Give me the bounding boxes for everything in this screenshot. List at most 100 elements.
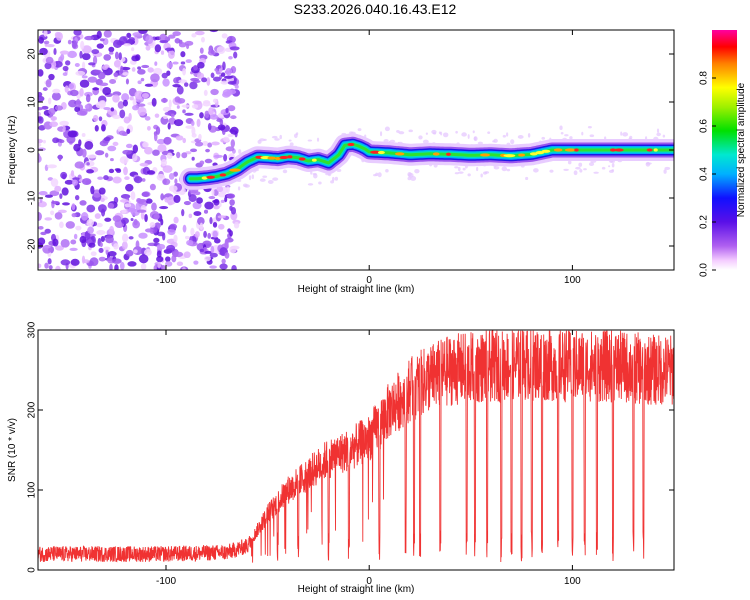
faint-speckle <box>601 166 606 170</box>
noise-blob <box>146 170 156 175</box>
ridge-hotspot <box>553 148 563 152</box>
noise-blob <box>182 224 187 233</box>
noise-blob <box>224 75 234 79</box>
noise-blob <box>47 258 52 265</box>
noise-blob <box>79 235 87 244</box>
noise-blob <box>103 54 112 61</box>
colorbar: 0.0 0.2 0.4 0.6 0.8 Normalized spectral ampl… <box>699 30 747 277</box>
noise-blob <box>145 198 153 204</box>
noise-blob <box>209 252 218 258</box>
noise-blob <box>132 32 143 37</box>
noise-blob <box>181 104 190 108</box>
noise-blob <box>128 236 134 240</box>
noise-blob <box>178 79 188 84</box>
faint-speckle <box>559 125 563 130</box>
noise-blob <box>101 124 106 132</box>
noise-blob <box>71 179 78 186</box>
noise-blob <box>227 133 234 138</box>
noise-blob <box>226 193 236 199</box>
noise-blob <box>209 30 219 33</box>
noise-blob <box>91 49 100 55</box>
noise-blob <box>38 92 43 97</box>
noise-blob <box>184 112 194 116</box>
y-tick-label: -20 <box>27 238 38 253</box>
faint-speckle <box>662 134 666 138</box>
faint-speckle <box>610 160 615 163</box>
noise-blob <box>60 239 70 248</box>
noise-blob <box>81 45 92 54</box>
ridge-hotspot <box>275 157 281 161</box>
noise-blob <box>55 245 64 251</box>
noise-blob <box>138 232 148 239</box>
noise-blob <box>125 143 133 149</box>
noise-blob <box>137 66 142 70</box>
noise-blob <box>132 144 139 154</box>
noise-blob <box>69 247 78 252</box>
noise-blob <box>74 161 85 169</box>
faint-speckle <box>385 169 389 173</box>
noise-blob <box>62 65 69 72</box>
faint-speckle <box>251 174 255 180</box>
noise-blob <box>209 216 213 225</box>
faint-speckle <box>293 133 298 139</box>
noise-blob <box>44 62 52 70</box>
faint-speckle <box>454 172 459 175</box>
noise-blob <box>43 40 50 45</box>
faint-speckle <box>307 139 313 142</box>
noise-blob <box>229 245 237 254</box>
noise-blob <box>87 226 94 234</box>
noise-blob <box>101 65 108 70</box>
noise-blob <box>112 94 120 103</box>
noise-blob <box>38 201 47 208</box>
noise-blob <box>38 212 42 221</box>
faint-speckle <box>487 131 491 134</box>
noise-blob <box>137 80 142 85</box>
noise-blob <box>156 243 166 250</box>
noise-blob <box>41 105 49 110</box>
noise-blob <box>182 68 186 76</box>
noise-blob <box>98 256 106 262</box>
noise-blob <box>58 139 65 144</box>
faint-speckle <box>455 130 458 134</box>
noise-blob <box>140 77 145 82</box>
faint-speckle <box>408 129 413 133</box>
noise-blob <box>160 218 164 226</box>
noise-blob <box>145 35 154 45</box>
noise-blob <box>220 199 225 203</box>
noise-blob <box>74 62 80 67</box>
faint-speckle <box>407 176 412 181</box>
x-tick-label: 100 <box>564 576 581 587</box>
noise-blob <box>129 96 134 101</box>
noise-blob <box>38 69 44 77</box>
noise-blob <box>92 87 100 91</box>
noise-blob <box>65 221 75 229</box>
noise-blob <box>177 98 186 104</box>
noise-blob <box>155 126 161 135</box>
noise-blob <box>176 261 184 267</box>
noise-blob <box>144 228 154 233</box>
noise-blob <box>54 212 63 220</box>
noise-blob <box>97 71 106 80</box>
noise-blob <box>165 261 173 267</box>
noise-blob <box>98 204 107 213</box>
noise-blob <box>210 88 219 96</box>
spectrogram-x-label: Height of straight line (km) <box>298 284 415 295</box>
noise-blob <box>188 213 193 219</box>
faint-speckle <box>307 183 314 186</box>
faint-speckle <box>506 168 511 172</box>
faint-speckle <box>274 138 280 141</box>
noise-blob <box>144 83 154 87</box>
noise-blob <box>199 160 205 166</box>
noise-blob <box>206 77 211 86</box>
noise-blob <box>48 73 55 81</box>
faint-speckle <box>569 136 573 140</box>
noise-blob <box>79 79 90 88</box>
noise-blob <box>166 62 174 69</box>
noise-blob <box>184 235 190 240</box>
noise-blob <box>108 46 115 53</box>
noise-blob <box>81 133 86 138</box>
faint-speckle <box>289 142 294 147</box>
noise-blob <box>125 183 134 192</box>
noise-blob <box>124 203 132 208</box>
noise-blob <box>38 36 45 44</box>
